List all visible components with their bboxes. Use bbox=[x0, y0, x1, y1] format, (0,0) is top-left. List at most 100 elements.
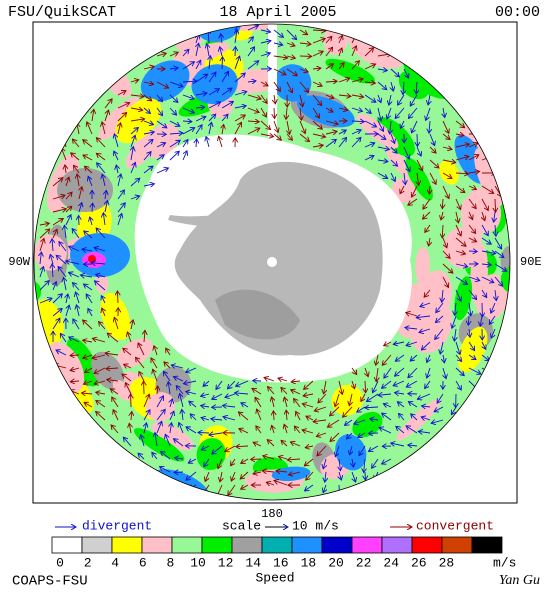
antarctica-shade bbox=[215, 289, 300, 340]
wind-vector bbox=[118, 123, 121, 135]
speed-patch bbox=[415, 246, 430, 286]
wind-vector bbox=[338, 95, 351, 96]
wind-vector bbox=[302, 404, 314, 407]
wind-vector bbox=[83, 284, 93, 291]
wind-vector bbox=[364, 94, 376, 102]
wind-vector bbox=[455, 185, 465, 193]
wind-vector bbox=[273, 133, 281, 140]
wind-vector bbox=[399, 413, 405, 421]
wind-vector bbox=[264, 377, 275, 381]
wind-vector bbox=[359, 445, 366, 456]
wind-vector bbox=[325, 95, 334, 98]
wind-vector bbox=[117, 190, 124, 200]
colorbar-tick-label: 12 bbox=[218, 555, 234, 570]
wind-vector bbox=[208, 114, 216, 122]
wind-vector bbox=[96, 401, 106, 408]
wind-vector bbox=[312, 81, 322, 86]
wind-vector bbox=[260, 107, 266, 117]
wind-vector bbox=[222, 57, 223, 70]
wind-vector bbox=[83, 381, 93, 384]
wind-vector bbox=[111, 425, 119, 434]
wind-vector bbox=[440, 341, 443, 354]
wind-vector bbox=[209, 56, 210, 70]
wind-vector bbox=[452, 315, 457, 328]
wind-vector bbox=[52, 308, 62, 317]
wind-vector bbox=[454, 328, 456, 341]
wind-vector bbox=[114, 151, 119, 161]
wind-vector bbox=[65, 206, 72, 213]
wind-vector bbox=[182, 107, 194, 113]
wind-vector bbox=[247, 128, 260, 135]
wind-vector bbox=[99, 322, 106, 330]
wind-vector bbox=[411, 414, 418, 421]
wind-vector bbox=[122, 374, 132, 382]
wind-vector bbox=[325, 47, 333, 57]
wind-vector bbox=[198, 432, 210, 433]
wind-vector bbox=[364, 82, 375, 83]
wind-vector bbox=[79, 187, 82, 200]
wind-vector bbox=[395, 107, 405, 118]
wind-vector bbox=[325, 108, 333, 112]
wind-vector bbox=[85, 367, 93, 373]
wind-vector bbox=[179, 423, 184, 434]
wind-vector bbox=[468, 238, 477, 242]
wind-vector bbox=[234, 91, 247, 96]
wind-vector bbox=[365, 407, 379, 408]
wind-vector bbox=[143, 82, 154, 84]
wind-vector bbox=[272, 397, 274, 408]
wind-vector bbox=[286, 43, 295, 46]
header-center: 18 April 2005 bbox=[219, 4, 336, 21]
wind-vector bbox=[377, 133, 386, 139]
wind-vector bbox=[39, 223, 49, 225]
wind-vector bbox=[52, 219, 63, 226]
map bbox=[34, 24, 510, 500]
wind-vector bbox=[408, 198, 418, 205]
wind-vector bbox=[400, 185, 404, 194]
wind-vector bbox=[451, 406, 457, 415]
colorbar-cell bbox=[201, 536, 233, 554]
wind-vector bbox=[205, 471, 210, 481]
wind-vector bbox=[58, 266, 67, 278]
wind-vector bbox=[247, 94, 261, 99]
wind-vector bbox=[317, 445, 327, 456]
wind-vector bbox=[416, 146, 421, 156]
wind-vector bbox=[130, 178, 140, 187]
wind-vector bbox=[427, 354, 430, 363]
wind-vector bbox=[494, 211, 495, 222]
wind-vector bbox=[290, 442, 301, 447]
wind-vector bbox=[156, 409, 165, 421]
wind-vector bbox=[377, 172, 388, 178]
wind-vector bbox=[94, 281, 106, 291]
footer-left: COAPS-FSU bbox=[12, 574, 88, 590]
wind-vector bbox=[443, 107, 445, 118]
wind-vector bbox=[406, 426, 418, 434]
wind-vector bbox=[273, 29, 283, 37]
wind-vector bbox=[52, 264, 53, 278]
wind-vector bbox=[92, 109, 94, 122]
wind-vector bbox=[286, 56, 295, 58]
wind-vector bbox=[364, 48, 374, 57]
wind-vector bbox=[416, 81, 417, 94]
wind-vector bbox=[417, 393, 431, 399]
wind-vector bbox=[489, 315, 496, 324]
speed-patch bbox=[500, 265, 510, 295]
wind-vector bbox=[387, 107, 392, 119]
wind-vector bbox=[406, 380, 418, 387]
wind-vector bbox=[455, 302, 456, 315]
wind-vector bbox=[260, 134, 274, 137]
wind-vector bbox=[325, 121, 338, 124]
wind-vector bbox=[411, 120, 418, 133]
wind-vector bbox=[469, 211, 473, 220]
wind-vector bbox=[443, 367, 446, 379]
wind-vector bbox=[396, 426, 405, 434]
wind-vector bbox=[73, 319, 80, 330]
wind-vector bbox=[143, 107, 150, 113]
wind-vector bbox=[235, 393, 249, 394]
colorbar-tick-label: 0 bbox=[56, 555, 64, 570]
wind-vector bbox=[351, 121, 364, 122]
wind-vector bbox=[286, 133, 292, 140]
wind-vector bbox=[182, 62, 194, 70]
colorbar-cell bbox=[471, 536, 503, 554]
wind-vector bbox=[412, 185, 418, 197]
wind-vector bbox=[218, 458, 223, 469]
